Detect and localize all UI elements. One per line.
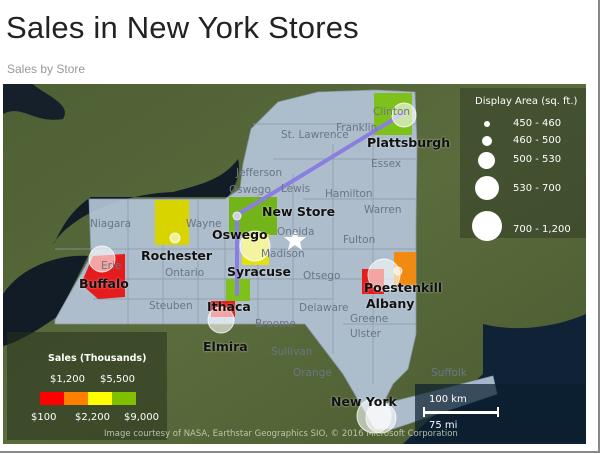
county-label: Oneida <box>277 226 315 238</box>
swatch-red <box>40 392 64 405</box>
county-label: Jefferson <box>236 167 283 179</box>
sales-legend-label: $5,500 <box>100 374 135 385</box>
map-visual[interactable]: Clinton Franklin St. Lawrence Essex Jeff… <box>3 84 586 444</box>
store-bubble-rochester[interactable] <box>169 232 181 244</box>
county-label: Madison <box>261 248 305 260</box>
page-title: Sales in New York Stores <box>6 10 359 45</box>
store-label-poestenkill[interactable]: Poestenkill <box>364 280 443 295</box>
legend-item-label: 450 - 460 <box>513 118 562 129</box>
map-canvas[interactable] <box>3 84 586 444</box>
size-dot-icon <box>478 152 495 169</box>
county-label: Wayne <box>186 218 222 230</box>
size-dot-icon <box>482 136 492 146</box>
store-bubble-poestenkill[interactable] <box>393 266 403 276</box>
county-label: Broome <box>255 318 296 330</box>
store-bubble-new-york-2[interactable] <box>365 402 397 434</box>
display-area-legend: Display Area (sq. ft.) 450 - 460 460 - 5… <box>460 88 586 241</box>
sales-legend-label: $2,200 <box>75 412 110 423</box>
size-dot-icon <box>484 121 490 127</box>
county-label: Steuben <box>149 300 193 312</box>
store-bubble-buffalo[interactable] <box>88 245 116 273</box>
store-label-ithaca[interactable]: Ithaca <box>207 299 251 314</box>
display-area-legend-title: Display Area (sq. ft.) <box>475 96 578 107</box>
map-credit: Image courtesy of NASA, Earthstar Geogra… <box>104 429 458 439</box>
county-label: Clinton <box>373 106 411 118</box>
store-bubble-syracuse[interactable] <box>239 230 271 262</box>
swatch-yellow <box>88 392 112 405</box>
legend-item-label: 460 - 500 <box>513 135 562 146</box>
county-label: Niagara <box>90 218 132 230</box>
scale-bar-line <box>423 411 499 414</box>
scale-tick <box>497 407 499 417</box>
county-label: Ulster <box>350 328 381 340</box>
sales-legend-title: Sales (Thousands) <box>48 353 147 364</box>
county-label: Sullivan <box>271 346 313 358</box>
county-label: Franklin <box>336 122 378 134</box>
scale-mi-label: 75 mi <box>429 420 458 431</box>
county-label: Orange <box>293 367 332 379</box>
county-label: Delaware <box>299 302 349 314</box>
swatch-orange <box>64 392 88 405</box>
store-bubble-elmira[interactable] <box>207 306 235 334</box>
scale-tick <box>423 407 425 417</box>
county-label: Warren <box>364 204 402 216</box>
lake-erie-water <box>3 255 88 346</box>
legend-item-label: 500 - 530 <box>513 154 562 165</box>
county-label: Otsego <box>303 270 341 282</box>
store-label-new-york[interactable]: New York <box>331 394 397 409</box>
county-label: Suffolk <box>431 367 467 379</box>
lake-huron-water <box>3 84 66 120</box>
scale-bar: 100 km 75 mi <box>415 384 585 442</box>
store-bubble-plattsburgh[interactable] <box>391 102 417 128</box>
county-label: Greene <box>350 313 389 325</box>
legend-item-label: 700 - 1,200 <box>513 224 571 235</box>
county-label: Ontario <box>165 267 205 279</box>
store-label-new-store[interactable]: New Store <box>262 204 336 219</box>
scale-km-label: 100 km <box>429 394 467 405</box>
size-dot-icon <box>472 211 502 241</box>
sales-legend-label: $100 <box>31 412 57 423</box>
county-label: Essex <box>371 158 402 170</box>
county-label: Hamilton <box>325 188 373 200</box>
star-icon[interactable] <box>284 229 306 250</box>
store-bubble-oswego[interactable] <box>232 211 242 221</box>
sales-legend-label: $1,200 <box>50 374 85 385</box>
store-label-oswego[interactable]: Oswego <box>212 227 268 242</box>
size-dot-icon <box>475 176 499 200</box>
store-label-buffalo[interactable]: Buffalo <box>79 276 129 291</box>
store-label-rochester[interactable]: Rochester <box>141 248 213 263</box>
county-label: Fulton <box>343 234 376 246</box>
swatch-green <box>112 392 136 405</box>
legend-item-label: 530 - 700 <box>513 183 562 194</box>
county-label: Erie <box>101 260 122 272</box>
store-label-albany[interactable]: Albany <box>366 296 415 311</box>
sales-legend-label: $9,000 <box>124 412 159 423</box>
county-label: Oswego <box>229 184 271 196</box>
store-label-syracuse[interactable]: Syracuse <box>227 264 291 279</box>
county-label: St. Lawrence <box>281 129 349 141</box>
store-label-plattsburgh[interactable]: Plattsburgh <box>367 135 451 150</box>
store-label-elmira[interactable]: Elmira <box>203 339 248 354</box>
sales-color-legend: Sales (Thousands) $1,200 $5,500 $100 $2,… <box>7 332 167 440</box>
map-subtitle: Sales by Store <box>7 62 86 76</box>
county-label: Lewis <box>281 183 311 195</box>
